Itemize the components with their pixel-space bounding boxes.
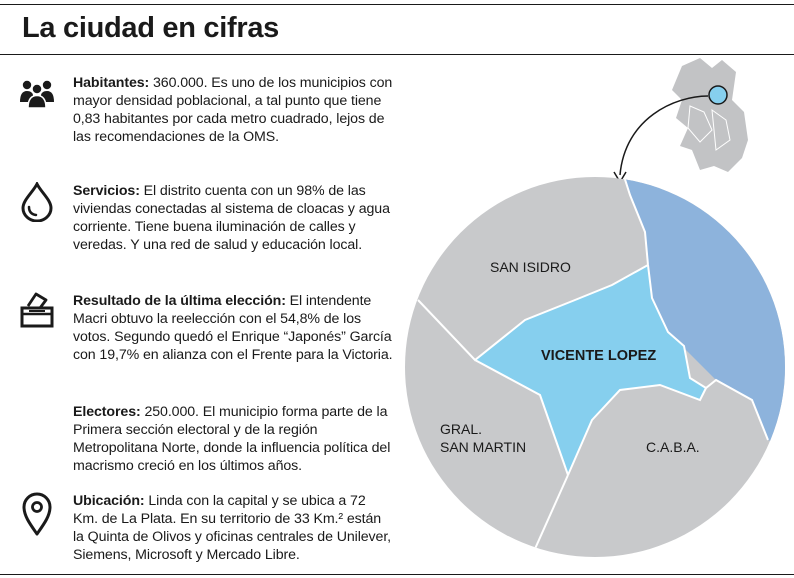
servicios-title: Servicios: <box>73 183 140 199</box>
district-map: SAN ISIDRO VICENTE LOPEZ GRAL. SAN MARTI… <box>405 58 785 557</box>
location-pin-icon <box>18 492 56 536</box>
habitantes-title: Habitantes: <box>73 75 150 91</box>
page-title: La ciudad en cifras <box>22 12 279 44</box>
top-rule <box>0 4 794 5</box>
electores-body: 250.000. El municipio forma parte de la … <box>73 404 391 474</box>
servicios-text: Servicios: El distrito cuenta con un 98%… <box>73 182 393 254</box>
title-rule <box>0 54 794 55</box>
ballot-box-icon <box>18 292 56 332</box>
ubicacion-title: Ubicación: <box>73 493 145 509</box>
ubicacion-body: Linda con la capital y se ubica a 72 Km.… <box>73 493 392 563</box>
label-vicente-lopez: VICENTE LOPEZ <box>541 348 656 364</box>
label-san-martin: SAN MARTIN <box>440 439 526 455</box>
water-drop-icon <box>18 182 56 222</box>
habitantes-body: 360.000. Es uno de los municipios con ma… <box>73 75 393 145</box>
label-san-isidro: SAN ISIDRO <box>490 259 571 275</box>
electores-title: Electores: <box>73 404 141 420</box>
eleccion-body: El intendente Macri obtuvo la reelección… <box>73 293 393 363</box>
label-caba: C.A.B.A. <box>646 439 700 455</box>
bottom-rule <box>0 574 794 575</box>
electores-text: Electores: 250.000. El municipio forma p… <box>73 403 393 475</box>
label-gral: GRAL. <box>440 421 482 437</box>
ubicacion-text: Ubicación: Linda con la capital y se ubi… <box>73 492 393 564</box>
servicios-body: El distrito cuenta con un 98% de las viv… <box>73 183 390 253</box>
people-icon <box>18 76 56 116</box>
eleccion-title: Resultado de la última elección: <box>73 293 286 309</box>
locator-highlight-circle <box>708 85 728 105</box>
habitantes-text: Habitantes: 360.000. Es uno de los munic… <box>73 74 393 146</box>
locator-land <box>672 58 748 172</box>
connector-arrow-line <box>619 95 709 176</box>
eleccion-text: Resultado de la última elección: El inte… <box>73 292 393 364</box>
locator-map <box>672 58 748 172</box>
